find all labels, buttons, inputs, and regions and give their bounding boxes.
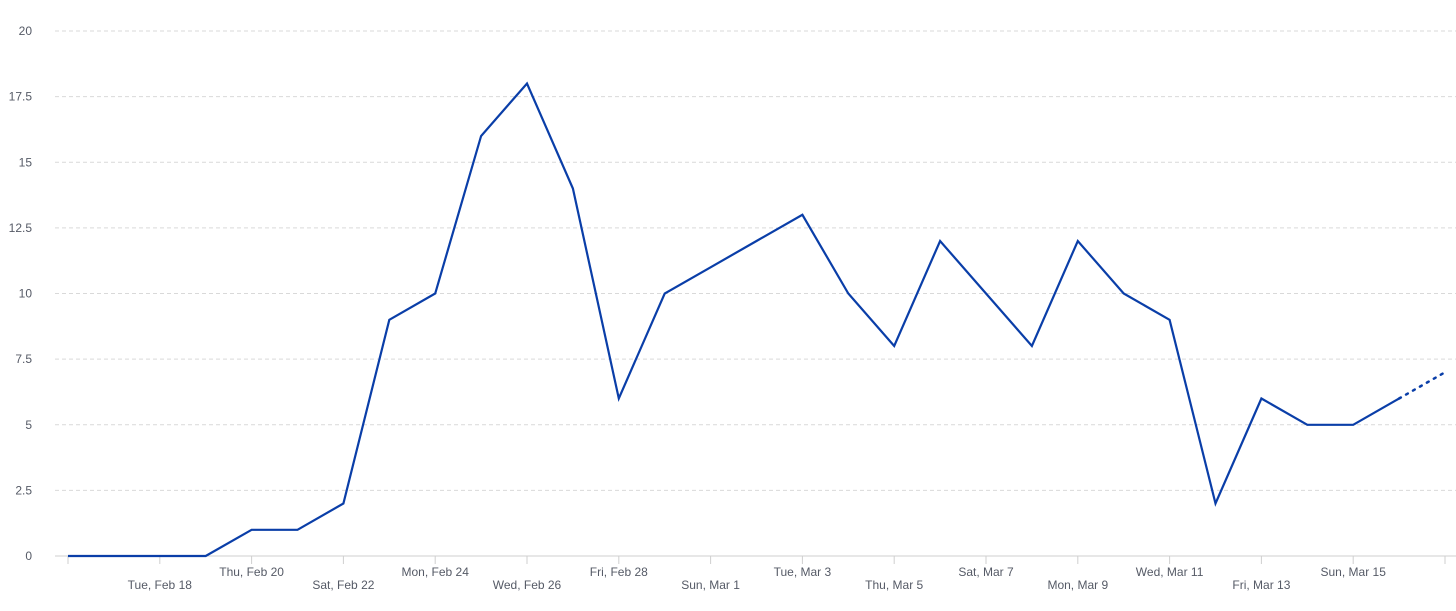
x-tick-label: Mon, Mar 9 bbox=[1047, 578, 1108, 592]
y-axis: 0 2.5 5 7.5 10 12.5 15 17.5 20 bbox=[9, 24, 33, 563]
series-layer bbox=[68, 81, 1447, 558]
x-tick-label: Sun, Mar 1 bbox=[681, 578, 740, 592]
y-tick-label: 5 bbox=[25, 418, 32, 432]
y-tick-label: 17.5 bbox=[9, 90, 33, 104]
series-line-incomplete bbox=[1397, 371, 1447, 400]
x-tick-label: Fri, Feb 28 bbox=[590, 565, 648, 579]
grid-layer bbox=[55, 30, 1456, 491]
x-tick-label: Fri, Mar 13 bbox=[1232, 578, 1290, 592]
x-tick-label: Thu, Feb 20 bbox=[219, 565, 284, 579]
x-tick-label: Mon, Feb 24 bbox=[402, 565, 470, 579]
x-tick-label: Tue, Feb 18 bbox=[128, 578, 193, 592]
y-tick-label: 10 bbox=[19, 287, 33, 301]
y-tick-label: 12.5 bbox=[9, 221, 33, 235]
x-tick-label: Wed, Feb 26 bbox=[493, 578, 562, 592]
x-axis: Tue, Feb 18 Thu, Feb 20 Sat, Feb 22 Mon, Fe… bbox=[55, 555, 1456, 592]
series-line bbox=[68, 81, 1400, 558]
y-tick-label: 2.5 bbox=[15, 483, 32, 497]
x-tick-label: Thu, Mar 5 bbox=[865, 578, 923, 592]
x-tick-label: Sat, Feb 22 bbox=[312, 578, 374, 592]
y-tick-label: 7.5 bbox=[15, 352, 32, 366]
x-tick-label: Tue, Mar 3 bbox=[774, 565, 832, 579]
y-tick-label: 15 bbox=[19, 155, 33, 169]
y-tick-label: 20 bbox=[19, 24, 33, 38]
x-tick-label: Sat, Mar 7 bbox=[958, 565, 1014, 579]
x-tick-label: Sun, Mar 15 bbox=[1321, 565, 1387, 579]
x-tick-label: Wed, Mar 11 bbox=[1136, 565, 1204, 579]
y-tick-label: 0 bbox=[25, 549, 32, 563]
